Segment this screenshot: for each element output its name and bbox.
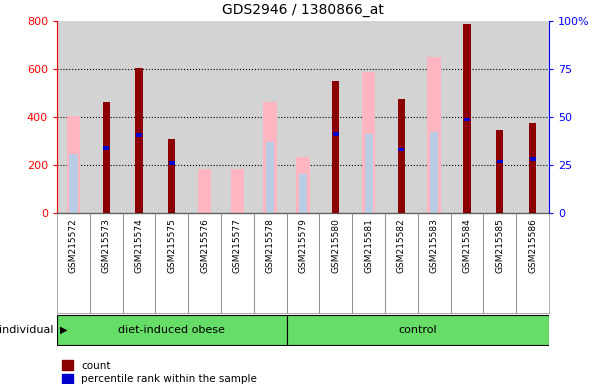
Text: GSM215578: GSM215578: [266, 218, 275, 273]
Text: GSM215584: GSM215584: [463, 218, 472, 273]
Bar: [362, 71, 376, 213]
Text: GSM215577: GSM215577: [233, 218, 242, 273]
Bar: [464, 118, 470, 121]
Bar: [299, 174, 307, 213]
Text: GSM215585: GSM215585: [496, 218, 504, 273]
Bar: [296, 157, 310, 213]
Bar: [136, 133, 142, 137]
Text: GSM215579: GSM215579: [299, 218, 308, 273]
Text: GSM215572: GSM215572: [69, 218, 78, 273]
Bar: [263, 101, 277, 213]
Bar: [398, 147, 404, 151]
Text: GSM215580: GSM215580: [331, 218, 340, 273]
Bar: [427, 57, 441, 213]
FancyBboxPatch shape: [57, 315, 287, 345]
Text: GSM215576: GSM215576: [200, 218, 209, 273]
Bar: [530, 157, 536, 161]
Bar: [398, 99, 405, 213]
Bar: [230, 169, 244, 213]
Bar: [70, 154, 77, 213]
Text: GSM215582: GSM215582: [397, 218, 406, 273]
Bar: [430, 131, 438, 213]
Bar: [169, 161, 175, 165]
Bar: [496, 130, 503, 213]
Text: GSM215581: GSM215581: [364, 218, 373, 273]
Bar: [168, 139, 175, 213]
Bar: [103, 101, 110, 213]
Bar: [198, 169, 211, 213]
Bar: [497, 160, 503, 164]
Legend: count, percentile rank within the sample, value, Detection Call = ABSENT, rank, : count, percentile rank within the sample…: [62, 361, 257, 384]
Bar: [266, 142, 274, 213]
Text: GSM215574: GSM215574: [134, 218, 143, 273]
Text: diet-induced obese: diet-induced obese: [118, 325, 225, 335]
Bar: [463, 23, 470, 213]
Bar: [529, 123, 536, 213]
Bar: [103, 146, 109, 150]
Title: GDS2946 / 1380866_at: GDS2946 / 1380866_at: [222, 3, 384, 17]
Bar: [67, 116, 80, 213]
Text: GSM215573: GSM215573: [102, 218, 111, 273]
Text: GSM215583: GSM215583: [430, 218, 439, 273]
Bar: [365, 134, 373, 213]
Text: GSM215586: GSM215586: [528, 218, 537, 273]
Text: individual: individual: [0, 325, 54, 335]
Bar: [332, 81, 340, 213]
Text: ▶: ▶: [60, 325, 67, 335]
Text: control: control: [398, 325, 437, 335]
Text: GSM215575: GSM215575: [167, 218, 176, 273]
Bar: [333, 132, 339, 136]
FancyBboxPatch shape: [287, 315, 549, 345]
Bar: [136, 68, 143, 213]
